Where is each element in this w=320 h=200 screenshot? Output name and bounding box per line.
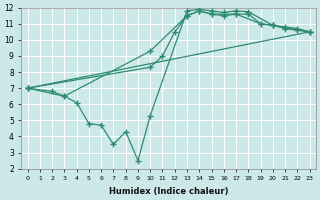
X-axis label: Humidex (Indice chaleur): Humidex (Indice chaleur): [109, 187, 228, 196]
